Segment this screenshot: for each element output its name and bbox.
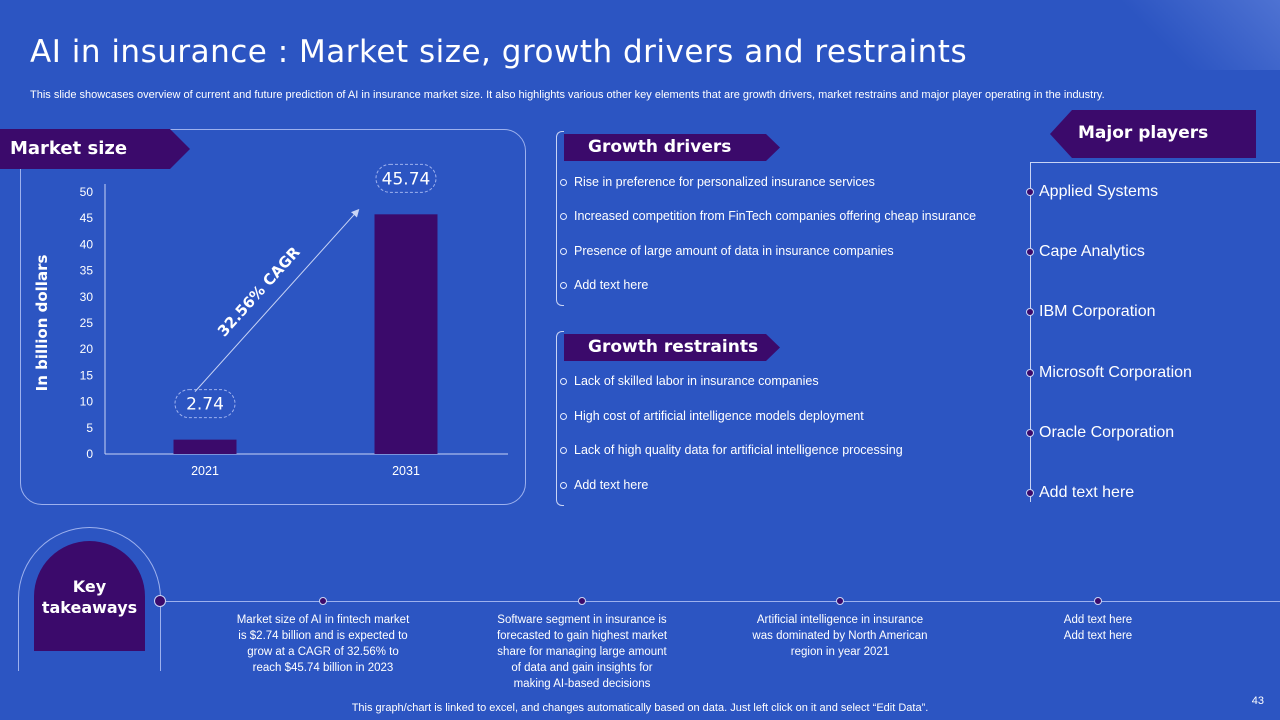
bullet-dot-icon	[560, 482, 567, 489]
major-players-tag: Major players	[1050, 110, 1256, 158]
market-size-tag: Market size	[0, 129, 190, 169]
growth-restraint-item: Lack of high quality data for artificial…	[574, 443, 903, 457]
growth-driver-item: Presence of large amount of data in insu…	[574, 244, 894, 258]
bar-2021	[173, 439, 237, 454]
data-label: 45.74	[382, 169, 431, 189]
player-dot-icon	[1026, 248, 1034, 256]
timeline-dot-icon	[1094, 597, 1102, 605]
growth-restraints-bracket	[556, 331, 564, 506]
player-dot-icon	[1026, 308, 1034, 316]
growth-restraint-item: High cost of artificial intelligence mod…	[574, 409, 864, 423]
footer-note: This graph/chart is linked to excel, and…	[351, 702, 929, 714]
major-player-item: Add text here	[1039, 484, 1135, 501]
timeline-dot-icon	[319, 597, 327, 605]
y-tick-label: 50	[80, 185, 94, 199]
takeaway-item: Software segment in insurance is forecas…	[496, 614, 668, 690]
growth-drivers-tag: Growth drivers	[564, 134, 780, 161]
major-player-item: Oracle Corporation	[1039, 424, 1175, 441]
timeline-dot-icon	[578, 597, 586, 605]
bullet-dot-icon	[560, 447, 567, 454]
player-dot-icon	[1026, 429, 1034, 437]
timeline-dot-icon	[836, 597, 844, 605]
x-tick-label: 2021	[191, 464, 219, 478]
page-number: 43	[1251, 695, 1264, 707]
major-players-bracket	[1030, 162, 1280, 502]
takeaway-item: Add text here Add text here	[1063, 614, 1133, 642]
y-tick-label: 0	[86, 447, 93, 461]
slide-title: AI in insurance : Market size, growth dr…	[30, 34, 968, 70]
growth-restraints-tag: Growth restraints	[564, 334, 780, 361]
takeaways-timeline	[160, 601, 1280, 602]
y-tick-label: 5	[86, 421, 93, 435]
y-tick-label: 15	[80, 368, 94, 382]
key-takeaways-label: Key takeaways	[34, 576, 145, 618]
bullet-dot-icon	[560, 213, 567, 220]
takeaway-item: Artificial intelligence in insurance was…	[752, 614, 928, 658]
bar-2031	[374, 214, 438, 454]
key-takeaways-label-line2: takeaways	[41, 598, 138, 617]
bullet-dot-icon	[560, 248, 567, 255]
data-label-outline	[375, 163, 437, 193]
y-tick-label: 20	[80, 342, 94, 356]
slide-subtitle: This slide showcases overview of current…	[30, 89, 1105, 101]
y-tick-label: 40	[80, 237, 94, 251]
bullet-dot-icon	[560, 179, 567, 186]
y-axis-label: In billion dollars	[33, 255, 51, 392]
x-tick-label: 2031	[392, 464, 420, 478]
y-tick-label: 10	[80, 395, 94, 409]
market-size-chart[interactable]: 0 5 10 15 20 25 30 35 40 45 50 In billion dollars 20…	[20, 160, 520, 490]
major-player-item: Applied Systems	[1039, 183, 1159, 200]
major-player-item: IBM Corporation	[1039, 303, 1156, 320]
growth-driver-item: Increased competition from FinTech compa…	[574, 209, 977, 223]
player-dot-icon	[1026, 489, 1034, 497]
market-size-panel	[20, 129, 526, 505]
takeaway-item: Market size of AI in fintech market is $…	[236, 614, 410, 674]
y-tick-label: 35	[80, 264, 94, 278]
bullet-dot-icon	[560, 282, 567, 289]
timeline-start-dot-icon	[154, 595, 166, 607]
bullet-dot-icon	[560, 413, 567, 420]
cagr-annotation: 32.56% CAGR	[214, 243, 304, 340]
growth-driver-item: Rise in preference for personalized insu…	[574, 175, 875, 189]
growth-driver-item: Add text here	[574, 278, 649, 292]
growth-restraint-item: Lack of skilled labor in insurance compa…	[574, 374, 819, 388]
growth-drivers-bracket	[556, 131, 564, 306]
data-label-outline	[174, 389, 236, 419]
major-player-item: Cape Analytics	[1039, 243, 1145, 260]
bullet-dot-icon	[560, 378, 567, 385]
growth-restraint-item: Add text here	[574, 478, 649, 492]
corner-glow	[1120, 0, 1280, 70]
player-dot-icon	[1026, 188, 1034, 196]
key-takeaways-label-line1: Key	[72, 577, 107, 596]
player-dot-icon	[1026, 369, 1034, 377]
y-tick-label: 30	[80, 290, 94, 304]
key-takeaways-badge	[34, 541, 145, 651]
major-player-item: Microsoft Corporation	[1039, 364, 1192, 381]
y-tick-label: 25	[80, 316, 94, 330]
data-label: 2.74	[186, 395, 224, 415]
y-tick-label: 45	[80, 211, 94, 225]
cagr-arrow	[194, 208, 360, 392]
